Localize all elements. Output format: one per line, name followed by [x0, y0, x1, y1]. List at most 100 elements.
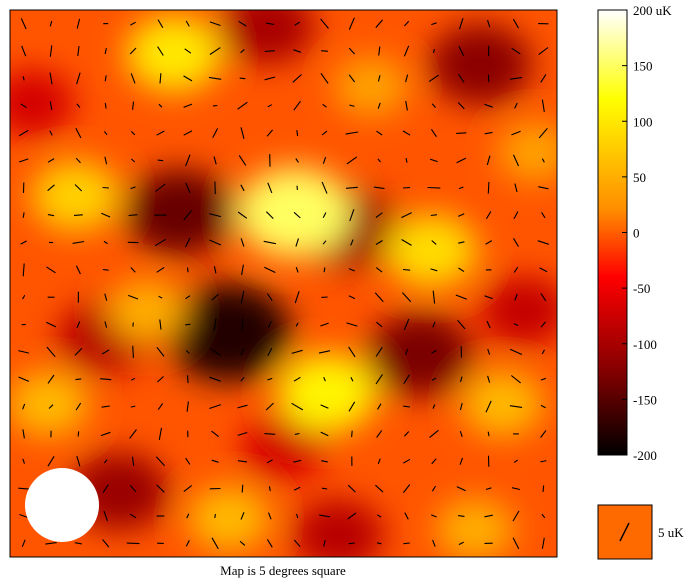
- polarization-vector: [130, 267, 136, 273]
- polarization-vector: [323, 376, 326, 382]
- polarization-vector: [346, 156, 358, 165]
- colorbar-tick-label: 0: [633, 226, 640, 241]
- polarization-vector: [403, 20, 410, 27]
- polarization-vector: [403, 374, 410, 384]
- polarization-vector: [348, 74, 356, 83]
- hot-spot: [10, 371, 90, 437]
- polarization-vector: [458, 186, 464, 190]
- polarization-vector: [209, 239, 222, 246]
- polarization-vector: [185, 295, 191, 300]
- polarization-vector: [487, 431, 490, 437]
- hot-spot: [333, 56, 409, 117]
- polarization-vector: [513, 459, 519, 463]
- polarization-vector: [129, 513, 137, 519]
- polarization-vector: [376, 430, 383, 438]
- polarization-vector: [158, 295, 163, 299]
- polarization-vector: [157, 376, 164, 383]
- polarization-vector: [431, 240, 437, 245]
- polarization-vector: [20, 18, 27, 30]
- polarization-vector: [185, 323, 191, 326]
- polarization-vector: [458, 45, 465, 57]
- polarization-vector: [318, 350, 331, 354]
- polarization-vector: [458, 515, 465, 517]
- polarization-vector: [351, 430, 353, 438]
- polarization-vector: [291, 349, 303, 354]
- temperature-map: [10, 10, 557, 557]
- polarization-vector: [266, 129, 274, 137]
- polarization-vector: [237, 211, 248, 219]
- polarization-vector: [401, 239, 412, 246]
- polarization-vector: [432, 404, 436, 409]
- polarization-vector: [77, 46, 80, 56]
- polarization-vector: [129, 485, 137, 493]
- polarization-vector: [158, 103, 163, 108]
- polarization-vector: [157, 19, 164, 28]
- map-frame: [9, 9, 558, 558]
- polarization-vector: [74, 542, 82, 545]
- polarization-vector: [349, 209, 355, 222]
- polarization-vector: [513, 238, 519, 247]
- polarization-vector: [403, 45, 410, 57]
- polarization-vector: [432, 321, 436, 328]
- polarization-vector: [295, 322, 299, 327]
- polarization-vector: [350, 239, 354, 246]
- cold-spot: [10, 69, 75, 137]
- polarization-vector: [49, 20, 53, 27]
- polarization-vector: [373, 186, 385, 190]
- polarization-vector: [294, 291, 300, 304]
- polarization-vector: [102, 186, 109, 189]
- polarization-vector: [128, 214, 138, 217]
- polarization-vector: [104, 47, 107, 55]
- polarization-vector: [240, 184, 245, 192]
- polarization-vector: [376, 321, 383, 328]
- polarization-vector: [377, 102, 381, 109]
- polarization-vector: [513, 211, 519, 220]
- polarization-vector: [22, 76, 25, 81]
- polarization-vector: [484, 131, 493, 135]
- polarization-vector: [265, 22, 275, 25]
- polarization-vector: [294, 21, 301, 26]
- vector-scale-legend: 5 uK: [597, 504, 684, 560]
- polarization-vector: [401, 292, 412, 303]
- polarization-vector: [240, 376, 245, 382]
- polarization-vector: [296, 130, 299, 137]
- polarization-vector: [22, 458, 26, 464]
- polarization-vector: [155, 456, 166, 467]
- polarization-vector: [320, 404, 329, 409]
- polarization-vector: [323, 539, 326, 547]
- polarization-vector: [100, 431, 111, 437]
- polarization-vector: [540, 430, 547, 438]
- polarization-vector: [267, 104, 273, 108]
- polarization-vector: [183, 75, 193, 82]
- polarization-vector: [404, 512, 409, 520]
- polarization-vector: [540, 74, 547, 83]
- polarization-vector: [457, 102, 465, 110]
- polarization-vector: [375, 240, 383, 245]
- polarization-vector: [72, 240, 85, 244]
- polarization-vector: [159, 73, 162, 84]
- polarization-vector: [432, 539, 436, 547]
- cold-spot: [166, 283, 292, 382]
- polarization-vector: [183, 130, 193, 136]
- polarization-vector: [264, 266, 276, 273]
- polarization-vector: [102, 484, 109, 494]
- polarization-vector: [241, 318, 244, 331]
- colorbar-tick-label: 200 uK: [633, 3, 672, 18]
- polarization-vector: [540, 293, 547, 302]
- polarization-vector: [266, 459, 273, 464]
- polarization-vector: [268, 486, 271, 492]
- polarization-vector: [455, 294, 468, 300]
- polarization-vectors: [18, 17, 549, 550]
- polarization-vector: [457, 319, 466, 330]
- polarization-vector: [320, 322, 329, 327]
- polarization-vector: [75, 265, 81, 275]
- polarization-vector: [511, 487, 521, 491]
- polarization-vector: [349, 104, 355, 107]
- polarization-vector: [102, 539, 110, 548]
- polarization-vector: [456, 486, 466, 492]
- polarization-vector: [47, 184, 55, 192]
- polarization-vector: [402, 458, 411, 464]
- polarization-vector: [45, 321, 57, 328]
- polarization-vector: [239, 540, 246, 546]
- polarization-vector: [185, 539, 190, 547]
